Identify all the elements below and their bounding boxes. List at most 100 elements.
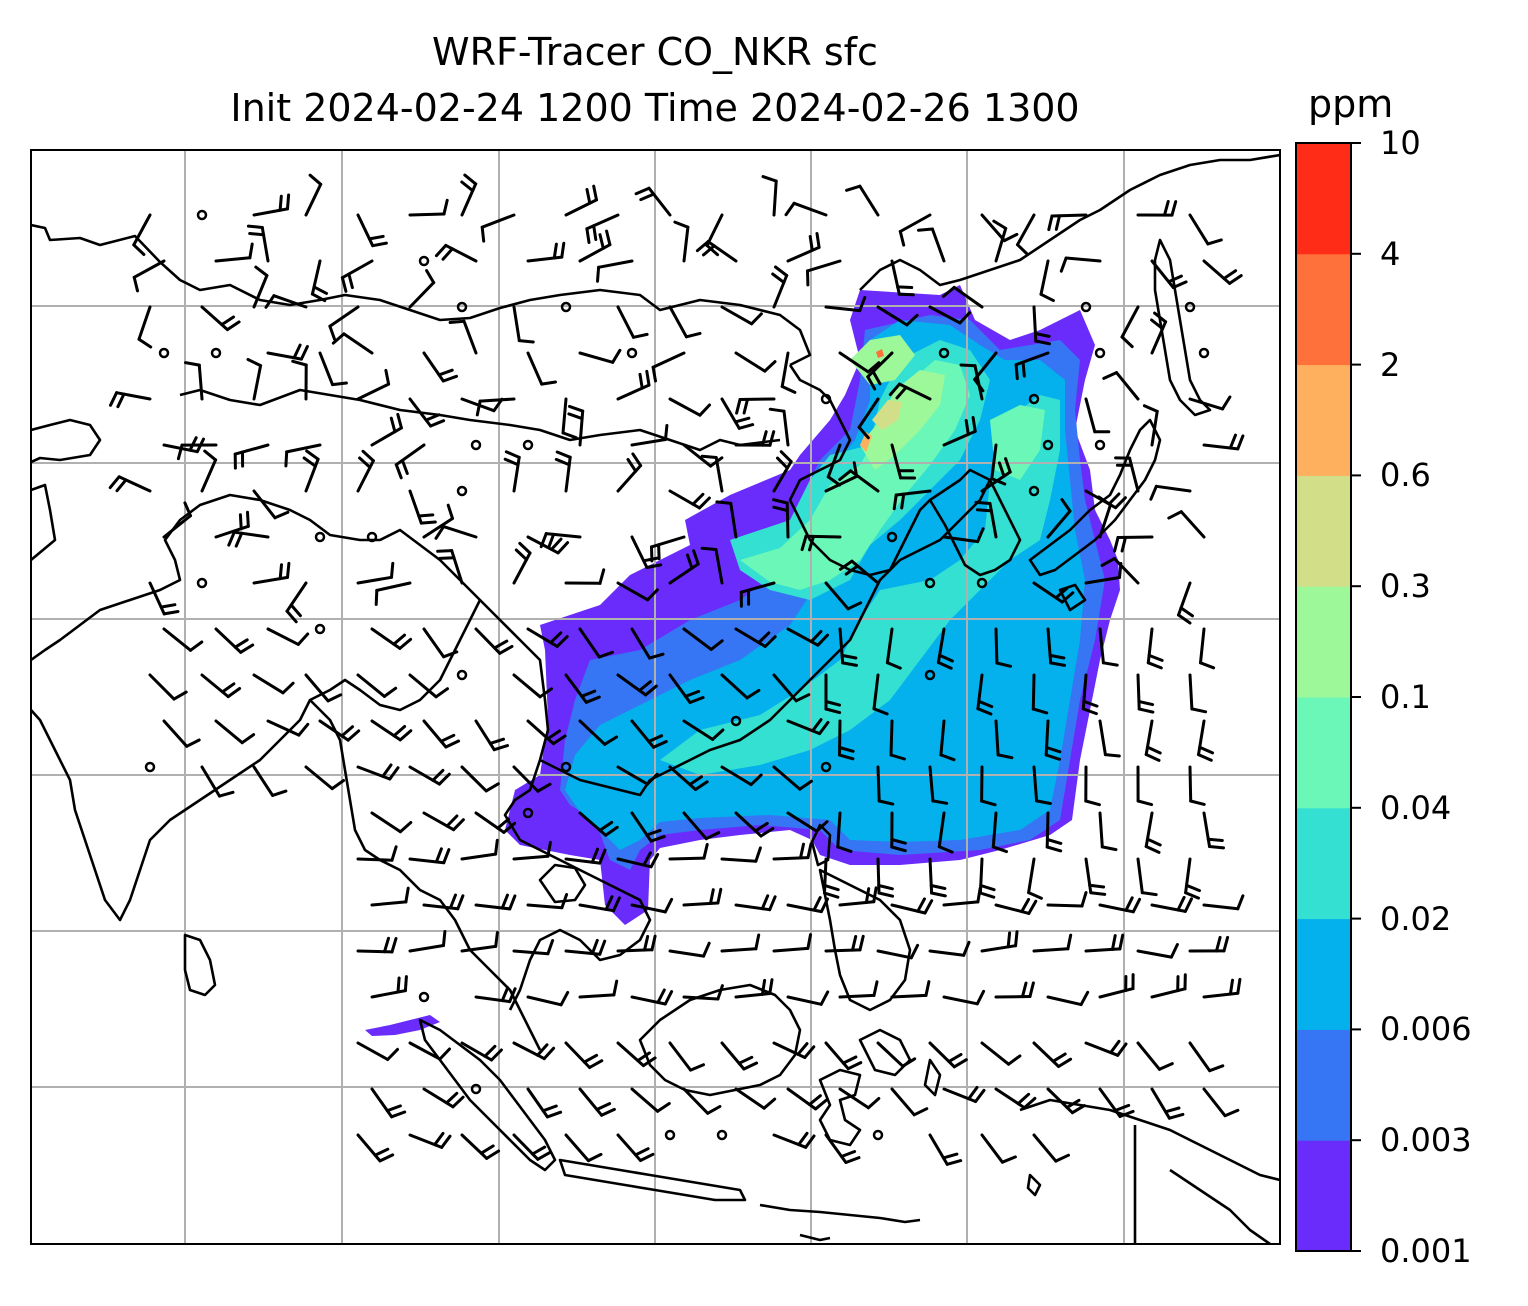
wind-barb <box>942 285 984 309</box>
wind-barb <box>422 627 459 659</box>
calm-wind-circle <box>456 669 468 681</box>
wind-barb <box>630 1087 671 1113</box>
wind-barb <box>1197 719 1214 762</box>
wind-barb <box>1100 557 1140 585</box>
wind-barb <box>526 351 557 386</box>
wind-barb <box>980 765 997 807</box>
wind-barb <box>284 443 322 468</box>
coastline-sumatra <box>418 1018 557 1172</box>
wind-barb <box>176 443 218 461</box>
wind-barb <box>1016 213 1036 256</box>
calm-wind-circle <box>456 485 468 497</box>
wind-barb <box>876 1041 917 1068</box>
calm-wind-circle <box>418 255 430 267</box>
wind-barb <box>252 265 269 309</box>
coastline-korea <box>928 468 1022 577</box>
wind-barb <box>526 535 570 555</box>
wind-barb <box>162 501 192 539</box>
wind-barb <box>1188 765 1206 806</box>
wind-barb <box>434 525 478 540</box>
wind-barb <box>1097 495 1112 539</box>
wind-barb <box>436 549 464 585</box>
wind-barb <box>408 930 447 953</box>
wind-barb <box>630 897 674 914</box>
wind-barb <box>564 847 607 865</box>
wind-barb <box>889 719 906 761</box>
calm-wind-circle <box>1028 393 1040 405</box>
wind-barb <box>356 561 395 585</box>
wind-barb <box>408 673 449 699</box>
wind-barb <box>668 305 702 339</box>
wind-barb <box>214 627 255 654</box>
wind-barb <box>318 719 361 742</box>
wind-barb <box>408 489 437 525</box>
wind-barb <box>735 397 776 415</box>
chart-title: WRF-Tracer CO_NKR sfc <box>432 30 878 74</box>
wind-barb <box>786 232 821 263</box>
calm-wind-circle <box>924 669 936 681</box>
wind-barb <box>928 940 971 957</box>
wind-barb <box>109 391 152 409</box>
wind-barb <box>512 541 532 585</box>
wind-barb <box>1167 510 1206 539</box>
wind-barbs <box>108 173 1245 1166</box>
wind-barb <box>252 673 295 695</box>
wind-barb <box>291 359 308 401</box>
wind-barb <box>1188 213 1223 246</box>
wind-barb <box>784 201 828 217</box>
colorbar-tick-label: 0.6 <box>1380 456 1431 495</box>
wind-barb <box>1184 857 1201 900</box>
colorbar-tick-label: 0.003 <box>1380 1121 1472 1160</box>
wind-barb <box>1202 811 1225 850</box>
wind-barb <box>585 213 620 244</box>
chart-subtitle: Init 2024-02-24 1200 Time 2024-02-26 130… <box>230 86 1080 130</box>
wind-barb <box>682 811 721 841</box>
wind-barb <box>162 627 204 652</box>
coastline-lesser-sunda <box>759 1203 921 1242</box>
wind-barb <box>370 975 408 999</box>
wind-barb <box>252 561 291 585</box>
wind-barb <box>734 978 774 999</box>
colorbar-tick-label: 0.3 <box>1380 567 1431 606</box>
wind-barb <box>876 857 895 898</box>
wind-barb <box>356 449 375 493</box>
wind-barb <box>937 811 954 854</box>
coastline-philippines <box>818 868 912 1077</box>
wind-barb <box>838 469 880 493</box>
wind-barb <box>132 213 152 256</box>
wind-barb <box>942 886 982 907</box>
wind-barb <box>734 351 777 373</box>
colorbar-swatch <box>1296 364 1351 476</box>
wind-barb <box>668 673 705 704</box>
wind-barb <box>857 397 880 440</box>
colorbar-swatch <box>1296 475 1351 587</box>
wind-barb <box>1202 977 1242 999</box>
wind-barb <box>1046 627 1066 667</box>
wind-barb <box>1146 627 1164 670</box>
wind-barb <box>1032 765 1052 805</box>
colorbar <box>1295 142 1361 1252</box>
wind-barb <box>503 450 521 493</box>
wind-barb <box>1084 1039 1128 1057</box>
calm-wind-circle <box>522 439 534 451</box>
wind-barb <box>578 895 621 913</box>
calm-wind-circle <box>470 439 482 451</box>
wind-barb <box>1114 456 1140 493</box>
wind-barb <box>356 845 398 862</box>
calm-wind-circle <box>1028 485 1040 497</box>
wind-barb <box>992 219 1008 263</box>
wind-barb <box>772 450 793 493</box>
wind-barb <box>1144 719 1162 762</box>
wind-barb <box>1098 719 1121 758</box>
wind-barb <box>780 351 797 394</box>
wind-barb <box>772 1131 816 1149</box>
calm-wind-circle <box>158 347 170 359</box>
wind-barb <box>991 811 1008 854</box>
colorbar-swatch <box>1296 918 1351 1030</box>
wind-barb <box>885 627 902 670</box>
wind-barb <box>668 765 709 791</box>
wind-barb <box>682 719 725 741</box>
wind-barb <box>668 843 709 861</box>
wind-barb <box>1039 259 1055 303</box>
calm-wind-markers <box>144 209 1210 1141</box>
